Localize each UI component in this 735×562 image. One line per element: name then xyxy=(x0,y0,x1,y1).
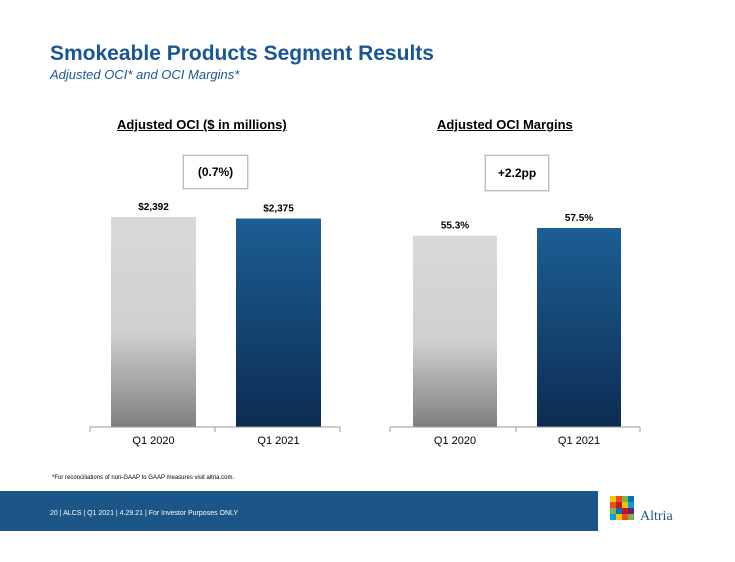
footnote: *For reconciliations of non-GAAP to GAAP… xyxy=(52,475,235,481)
slide-title: Smokeable Products Segment Results xyxy=(50,42,434,65)
chart-2-data-label-1: 55.3% xyxy=(441,221,469,232)
footer-text: 20 | ALCS | Q1 2021 | 4.29.21 | For Inve… xyxy=(50,510,239,517)
chart-1-plot: $2,392 Q1 2020 $2,375 Q1 2021 xyxy=(89,202,341,447)
altria-logo-icon xyxy=(610,496,634,520)
slide-subtitle: Adjusted OCI* and OCI Margins* xyxy=(50,67,240,82)
chart-2-title: Adjusted OCI Margins xyxy=(437,117,573,132)
chart-2-bar-2 xyxy=(537,228,621,427)
chart-1-category-label-1: Q1 2020 xyxy=(132,435,174,447)
chart-1-data-label-2: $2,375 xyxy=(263,203,294,214)
chart-2-change-badge: +2.2pp xyxy=(485,155,549,191)
chart-1-bar-1 xyxy=(111,217,196,427)
chart-2-category-label-2: Q1 2021 xyxy=(558,435,600,447)
chart-1-category-label-2: Q1 2021 xyxy=(257,435,299,447)
chart-1-bar-2 xyxy=(236,218,321,427)
altria-logo-text: Altria xyxy=(640,509,673,524)
chart-2-plot: 55.3% Q1 2020 57.5% Q1 2021 xyxy=(389,213,641,447)
chart-2-category-label-1: Q1 2020 xyxy=(434,435,476,447)
chart-1-change-badge: (0.7%) xyxy=(183,155,248,189)
chart-1-data-label-1: $2,392 xyxy=(138,202,169,213)
chart-2-bar-1 xyxy=(413,235,497,427)
chart-2-data-label-2: 57.5% xyxy=(565,213,593,224)
chart-1-title: Adjusted OCI ($ in millions) xyxy=(117,117,287,132)
logo-area xyxy=(598,491,735,531)
